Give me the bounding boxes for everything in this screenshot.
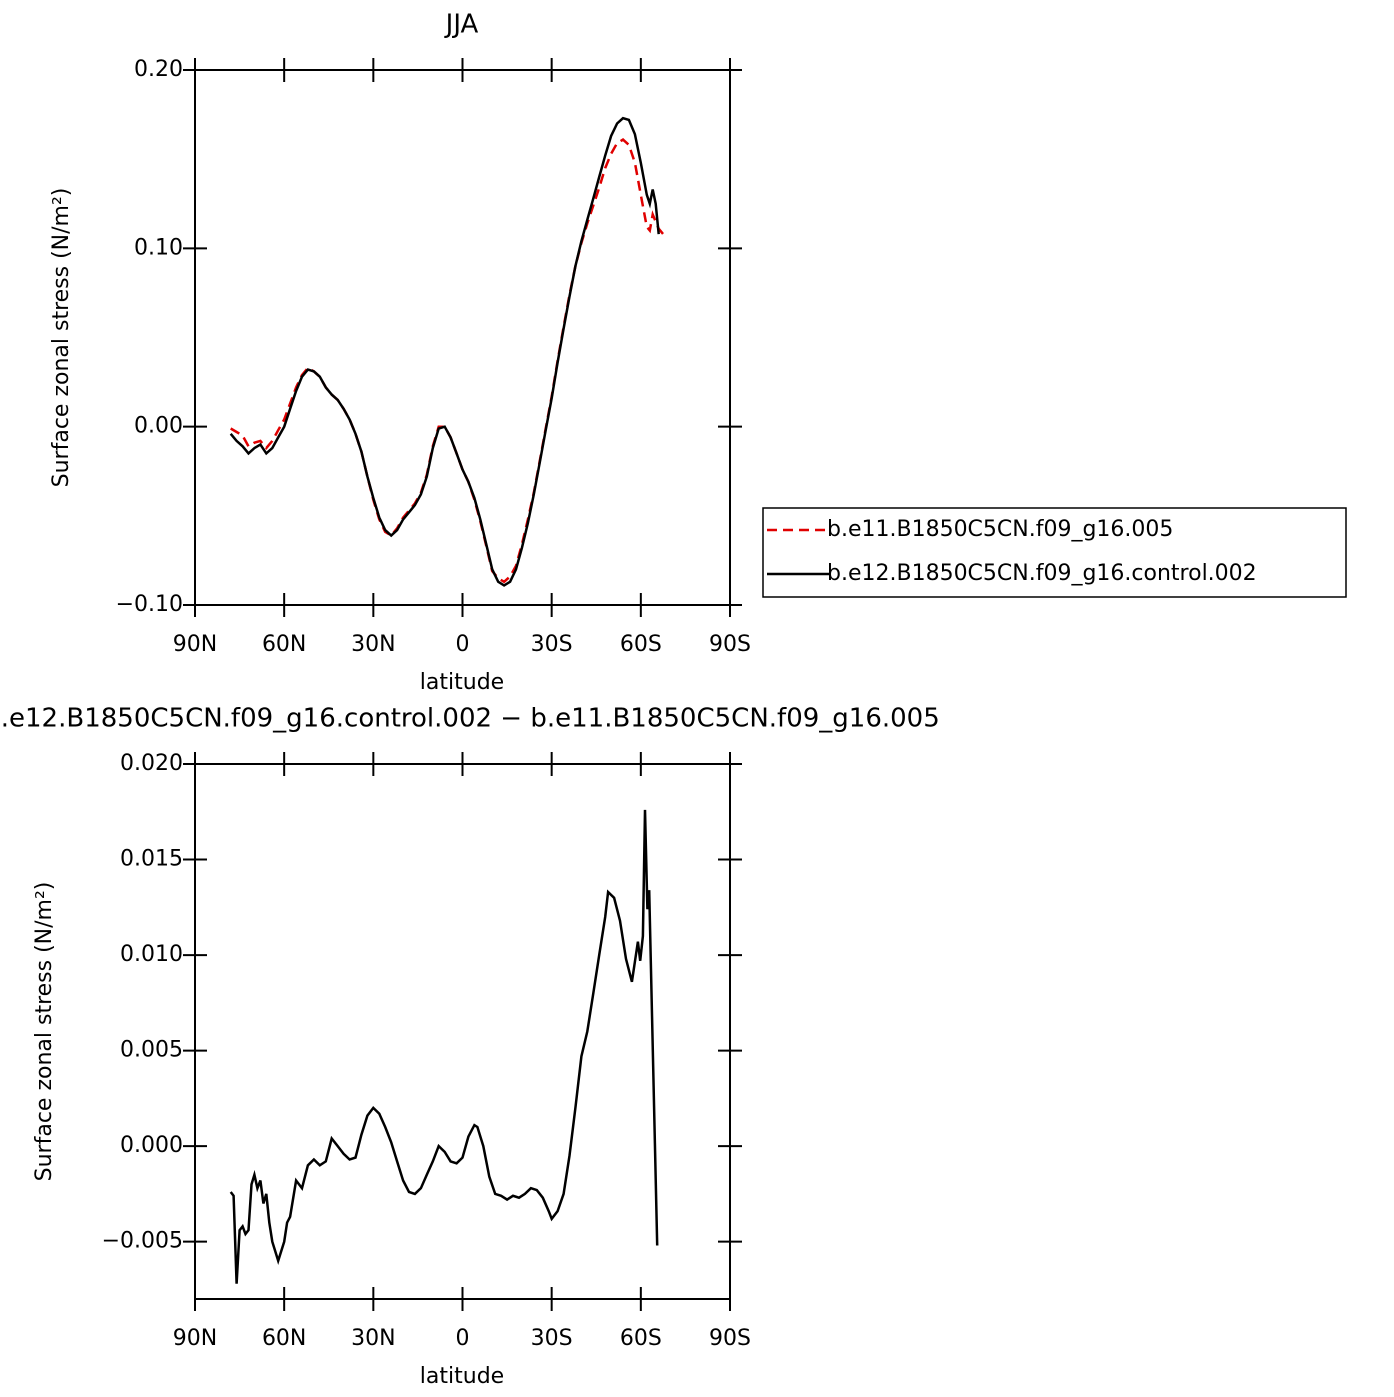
y-tick-label: 0.10: [134, 235, 183, 260]
x-tick-label: 0: [456, 632, 470, 657]
x-tick-label: 90S: [709, 1326, 751, 1351]
y-tick-label: 0.20: [134, 57, 183, 82]
legend-box: [762, 507, 1347, 598]
y-tick-label: 0.010: [120, 942, 183, 967]
x-axis-label: latitude: [420, 670, 504, 695]
x-axis-label: latitude: [420, 1364, 504, 1389]
data-line: [229, 809, 659, 1284]
legend-label: b.e11.B1850C5CN.f09_g16.005: [827, 517, 1173, 542]
x-tick-label: 90N: [173, 1326, 217, 1351]
y-axis-label: Surface zonal stress (N/m²): [32, 882, 57, 1182]
y-tick-label: 0.015: [120, 847, 183, 872]
x-tick-label: 30N: [351, 1326, 395, 1351]
chart-title: b.e12.B1850C5CN.f09_g16.control.002 − b.…: [0, 704, 940, 734]
x-tick-label: 30S: [531, 632, 573, 657]
y-axis-label: Surface zonal stress (N/m²): [49, 188, 74, 488]
y-tick-label: 0.005: [120, 1038, 183, 1063]
y-tick-label: 0.000: [120, 1133, 183, 1158]
x-tick-label: 0: [456, 1326, 470, 1351]
legend-label: b.e12.B1850C5CN.f09_g16.control.002: [827, 561, 1257, 586]
x-tick-label: 90N: [173, 632, 217, 657]
x-tick-label: 30N: [351, 632, 395, 657]
y-tick-label: 0.020: [120, 751, 183, 776]
plot-frame: [194, 69, 731, 606]
x-tick-label: 60S: [620, 1326, 662, 1351]
x-tick-label: 60S: [620, 632, 662, 657]
plot-frame: [194, 763, 731, 1300]
chart-title: JJA: [444, 10, 479, 40]
y-tick-label: 0.00: [134, 414, 183, 439]
x-tick-label: 60N: [262, 1326, 306, 1351]
data-line: [230, 138, 666, 584]
x-tick-label: 30S: [531, 1326, 573, 1351]
y-tick-label: −0.005: [102, 1229, 183, 1254]
y-tick-label: −0.10: [116, 592, 183, 617]
x-tick-label: 90S: [709, 632, 751, 657]
data-line: [229, 116, 660, 587]
x-tick-label: 60N: [262, 632, 306, 657]
